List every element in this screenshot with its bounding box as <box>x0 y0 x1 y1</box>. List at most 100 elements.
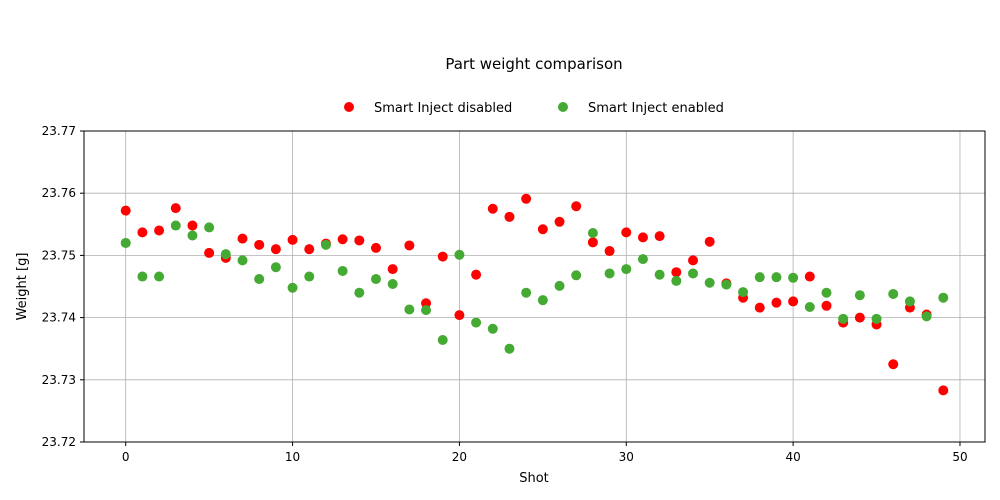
x-tick-label: 10 <box>285 450 300 464</box>
point-smart-inject-disabled <box>170 203 181 214</box>
y-tick-label: 23.73 <box>42 373 76 387</box>
x-axis: 0 10 20 30 40 50 <box>122 442 968 464</box>
point-smart-inject-enabled <box>888 288 899 299</box>
point-smart-inject-enabled <box>387 279 398 290</box>
point-smart-inject-disabled <box>471 269 482 280</box>
y-tick-label: 23.76 <box>42 186 76 200</box>
point-smart-inject-enabled <box>904 296 915 307</box>
point-smart-inject-enabled <box>688 268 699 279</box>
point-smart-inject-enabled <box>921 311 932 322</box>
point-smart-inject-enabled <box>587 228 598 239</box>
y-tick-label: 23.74 <box>42 311 76 325</box>
data-points <box>120 193 949 396</box>
legend-label-disabled: Smart Inject disabled <box>374 101 512 116</box>
point-smart-inject-enabled <box>821 287 832 298</box>
point-smart-inject-enabled <box>554 280 565 291</box>
legend-label-enabled: Smart Inject enabled <box>588 101 724 116</box>
point-smart-inject-enabled <box>354 287 365 298</box>
point-smart-inject-enabled <box>738 287 749 298</box>
point-smart-inject-disabled <box>671 267 682 278</box>
legend-marker-enabled <box>558 102 568 112</box>
point-smart-inject-enabled <box>170 220 181 231</box>
point-smart-inject-disabled <box>287 234 298 245</box>
plot-frame <box>83 130 986 443</box>
y-tick-label: 23.72 <box>42 435 76 449</box>
point-smart-inject-disabled <box>254 239 265 250</box>
point-smart-inject-enabled <box>571 270 582 281</box>
point-smart-inject-enabled <box>270 262 281 273</box>
point-smart-inject-enabled <box>671 275 682 286</box>
point-smart-inject-disabled <box>771 297 782 308</box>
point-smart-inject-enabled <box>788 272 799 283</box>
point-smart-inject-disabled <box>237 233 248 244</box>
point-smart-inject-disabled <box>537 224 548 235</box>
point-smart-inject-disabled <box>454 310 465 321</box>
point-smart-inject-enabled <box>621 264 632 275</box>
point-smart-inject-enabled <box>337 265 348 276</box>
point-smart-inject-enabled <box>454 249 465 260</box>
point-smart-inject-enabled <box>404 304 415 315</box>
point-smart-inject-enabled <box>120 237 131 248</box>
point-smart-inject-disabled <box>337 234 348 245</box>
point-smart-inject-disabled <box>854 312 865 323</box>
x-tick-label: 20 <box>452 450 467 464</box>
point-smart-inject-disabled <box>137 227 148 238</box>
point-smart-inject-disabled <box>754 302 765 313</box>
point-smart-inject-enabled <box>421 305 432 316</box>
point-smart-inject-disabled <box>938 385 949 396</box>
point-smart-inject-disabled <box>587 237 598 248</box>
point-smart-inject-disabled <box>788 296 799 307</box>
point-smart-inject-disabled <box>621 227 632 238</box>
point-smart-inject-disabled <box>270 244 281 255</box>
point-smart-inject-enabled <box>721 279 732 290</box>
point-smart-inject-enabled <box>654 269 665 280</box>
point-smart-inject-enabled <box>704 277 715 288</box>
point-smart-inject-enabled <box>637 254 648 265</box>
point-smart-inject-enabled <box>754 272 765 283</box>
point-smart-inject-disabled <box>554 216 565 227</box>
point-smart-inject-disabled <box>888 359 899 370</box>
point-smart-inject-enabled <box>938 292 949 303</box>
legend-marker-disabled <box>344 102 354 112</box>
point-smart-inject-disabled <box>604 246 615 257</box>
point-smart-inject-disabled <box>704 236 715 247</box>
point-smart-inject-disabled <box>354 235 365 246</box>
point-smart-inject-enabled <box>304 271 315 282</box>
point-smart-inject-enabled <box>804 302 815 313</box>
point-smart-inject-enabled <box>471 317 482 328</box>
point-smart-inject-enabled <box>370 274 381 285</box>
point-smart-inject-enabled <box>154 271 165 282</box>
y-axis-label: Weight [g] <box>15 253 30 321</box>
point-smart-inject-disabled <box>387 264 398 275</box>
point-smart-inject-disabled <box>437 251 448 262</box>
point-smart-inject-disabled <box>404 240 415 251</box>
point-smart-inject-enabled <box>254 274 265 285</box>
gridlines <box>84 130 985 443</box>
x-axis-label: Shot <box>519 471 549 486</box>
point-smart-inject-enabled <box>871 313 882 324</box>
point-smart-inject-disabled <box>571 201 582 212</box>
point-smart-inject-disabled <box>804 271 815 282</box>
point-smart-inject-enabled <box>437 334 448 345</box>
point-smart-inject-enabled <box>504 343 515 354</box>
y-tick-label: 23.75 <box>42 248 76 262</box>
point-smart-inject-disabled <box>688 255 699 266</box>
x-tick-label: 30 <box>619 450 634 464</box>
chart-title: Part weight comparison <box>445 55 622 73</box>
point-smart-inject-disabled <box>187 220 198 231</box>
point-smart-inject-enabled <box>604 268 615 279</box>
y-tick-label: 23.77 <box>42 124 76 138</box>
point-smart-inject-disabled <box>821 300 832 311</box>
point-smart-inject-disabled <box>637 232 648 243</box>
point-smart-inject-disabled <box>154 225 165 236</box>
point-smart-inject-disabled <box>521 193 532 204</box>
point-smart-inject-disabled <box>304 244 315 255</box>
point-smart-inject-disabled <box>421 298 432 309</box>
point-smart-inject-disabled <box>654 231 665 242</box>
point-smart-inject-enabled <box>220 249 231 260</box>
point-smart-inject-disabled <box>370 242 381 253</box>
x-tick-label: 40 <box>785 450 800 464</box>
point-smart-inject-enabled <box>838 313 849 324</box>
point-smart-inject-enabled <box>187 230 198 241</box>
